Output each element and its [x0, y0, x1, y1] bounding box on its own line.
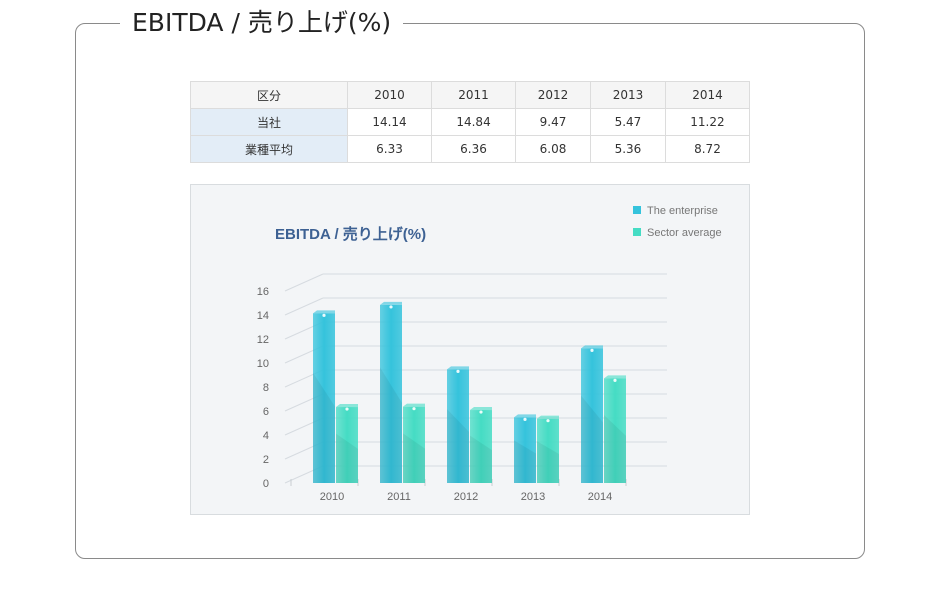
gridline-diagonal [284, 297, 324, 316]
table-cell: 14.84 [431, 108, 517, 136]
bar-shade [604, 414, 626, 483]
bar-face [581, 348, 603, 483]
y-tick-label: 10 [257, 358, 269, 370]
bar-cap [604, 375, 626, 379]
legend-label: The enterprise [647, 205, 718, 217]
bar-highlight [412, 407, 416, 411]
x-tick-label: 2010 [320, 491, 344, 503]
bar-cap [470, 407, 492, 411]
data-table: 区分 2010 2011 2012 2013 2014 当社 14.14 14.… [190, 81, 751, 163]
bar [403, 403, 425, 483]
bar-highlight [389, 305, 393, 309]
bar [537, 415, 559, 483]
table-cell: 6.36 [431, 135, 517, 163]
bar-shade [380, 367, 402, 483]
y-tick-label: 14 [257, 310, 269, 322]
bar-face [380, 304, 402, 483]
bar-highlight [456, 369, 460, 373]
bar-shade [447, 409, 469, 483]
bar-face [336, 407, 358, 483]
chart-panel: EBITDA / 売り上げ(%) 0 2 4 6 8 10 12 14 16 2010 2011 2… [190, 184, 750, 515]
bar-face [403, 406, 425, 483]
gridline-diagonal [284, 273, 324, 292]
bar-shade [403, 433, 425, 483]
bar-shade [514, 440, 536, 483]
y-tick-label: 8 [263, 382, 269, 394]
chart-frame [75, 23, 865, 559]
table-cell: 11.22 [664, 108, 751, 136]
table-cell: 5.36 [589, 135, 666, 163]
bar-cap [581, 345, 603, 349]
bar-face [313, 313, 335, 483]
legend-swatch [633, 206, 641, 214]
y-tick-label: 12 [257, 334, 269, 346]
table-row: 当社 14.14 14.84 9.47 5.47 11.22 [190, 108, 751, 136]
table-header-cell: 2011 [431, 81, 517, 109]
table-header-cell: 2012 [515, 81, 591, 109]
bar-shade [336, 433, 358, 483]
bar-face [470, 410, 492, 483]
bar-face [514, 417, 536, 483]
bar-shade [313, 372, 335, 483]
bar-cap [403, 403, 425, 407]
table-row: 業種平均 6.33 6.36 6.08 5.36 8.72 [190, 135, 751, 163]
bar-highlight [322, 313, 326, 317]
y-tick-label: 16 [257, 286, 269, 298]
legend-label: Sector average [647, 227, 722, 239]
bar-face [447, 369, 469, 483]
bar-cap [336, 404, 358, 408]
table-header-row: 区分 2010 2011 2012 2013 2014 [190, 81, 751, 109]
table-cell: 6.33 [346, 135, 433, 163]
bar-cap [313, 310, 335, 314]
legend-swatch [633, 228, 641, 236]
bar [581, 345, 603, 483]
bar-cap [537, 415, 559, 419]
bar [336, 404, 358, 483]
x-tick-label: 2011 [387, 491, 411, 503]
bar-shade [470, 435, 492, 483]
bar-face [604, 378, 626, 483]
table-header-cell: 2013 [589, 81, 666, 109]
y-tick-label: 6 [263, 406, 269, 418]
bar-shade [581, 395, 603, 483]
bar-highlight [345, 407, 349, 411]
bar [313, 310, 335, 483]
bar [470, 407, 492, 483]
bar-cap [380, 301, 402, 305]
bar-cap [447, 366, 469, 370]
table-header-cell: 2010 [346, 81, 433, 109]
table-cell: 9.47 [515, 108, 591, 136]
bar-highlight [590, 348, 594, 352]
bar-highlight [523, 417, 527, 421]
bar-chart: EBITDA / 売り上げ(%) 0 2 4 6 8 10 12 14 16 2010 2011 2… [257, 205, 722, 503]
bar-cap [514, 414, 536, 418]
frame-title: EBITDA / 売り上げ(%) [120, 2, 404, 44]
table-cell: 14.14 [346, 108, 433, 136]
y-tick-label: 0 [263, 478, 269, 490]
table-header-cell: 区分 [190, 81, 348, 109]
bar-face [537, 418, 559, 483]
x-tick-label: 2013 [521, 491, 545, 503]
bar [380, 301, 402, 483]
bar-highlight [613, 378, 617, 382]
table-cell: 5.47 [589, 108, 666, 136]
table-row-label: 業種平均 [190, 135, 348, 163]
bar [604, 375, 626, 483]
table-row-label: 当社 [190, 108, 348, 136]
bar [447, 366, 469, 483]
bar-highlight [546, 419, 550, 423]
table-cell: 8.72 [664, 135, 751, 163]
table-header-cell: 2014 [664, 81, 751, 109]
chart-title: EBITDA / 売り上げ(%) [275, 225, 426, 243]
bar [514, 414, 536, 483]
x-tick-label: 2014 [588, 491, 612, 503]
y-tick-label: 2 [263, 454, 269, 466]
x-tick-label: 2012 [454, 491, 478, 503]
table-cell: 6.08 [515, 135, 591, 163]
bar-highlight [479, 410, 483, 414]
bar-shade [537, 441, 559, 483]
y-tick-label: 4 [263, 430, 269, 442]
